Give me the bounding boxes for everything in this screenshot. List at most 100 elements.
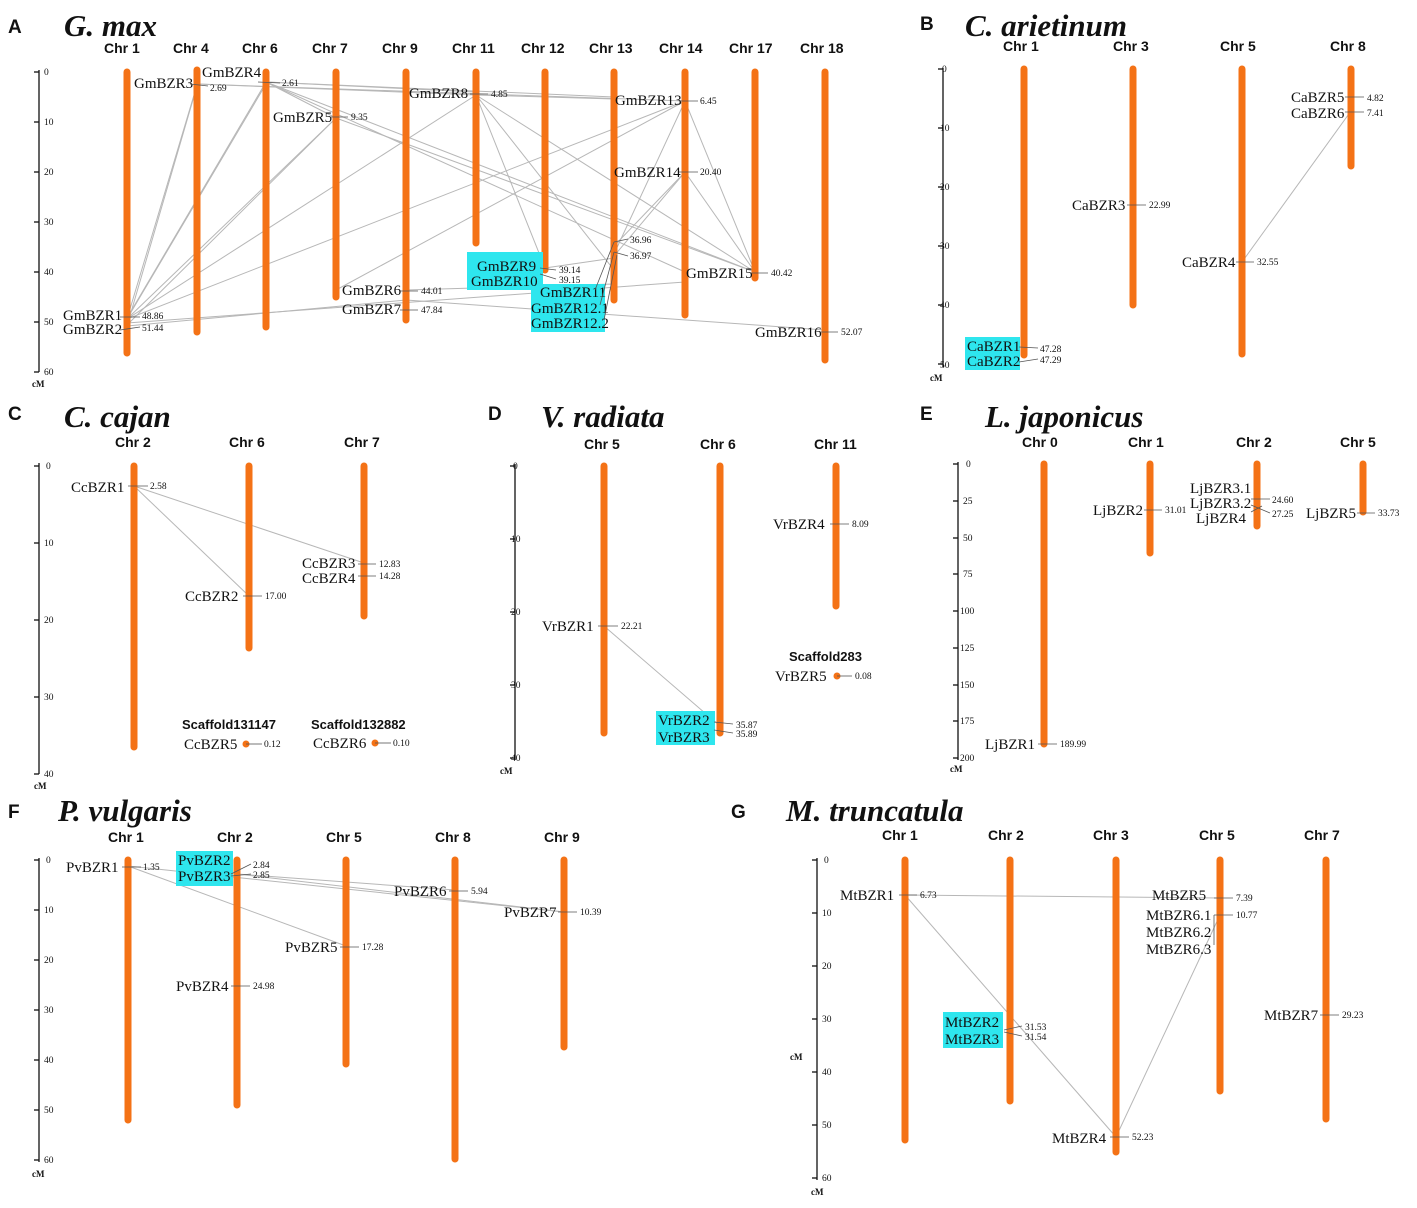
chromosome-label: Chr 3 [1093, 827, 1129, 843]
axis-tick: 0 [46, 856, 51, 866]
gene-label: CcBZR5 [184, 737, 237, 753]
gene-markers: PvBZR1 1.35 PvBZR2 PvBZR3 2.84 2.85 PvBZ… [66, 853, 602, 995]
gene-label: GmBZR11 [540, 285, 606, 301]
gene-label: MtBZR1 [840, 888, 894, 904]
chromosome-label: Chr 7 [344, 434, 380, 450]
gene-position: 39.15 [559, 276, 581, 286]
axis-unit: cM [34, 781, 47, 791]
gene-position: 35.89 [736, 730, 758, 740]
chromosome-label: Chr 2 [1236, 434, 1272, 450]
chromosome-label: Chr 5 [584, 436, 620, 452]
axis-unit: cM [32, 379, 45, 389]
gene-label: GmBZR2 [63, 322, 122, 338]
chromosome-label: Chr 17 [729, 40, 773, 56]
gene-label: GmBZR1 [63, 308, 122, 324]
tandem-highlight [531, 284, 605, 332]
gene-label: VrBZR4 [773, 517, 825, 533]
gene-label: CcBZR4 [302, 571, 356, 587]
gene-position: 7.41 [1367, 109, 1384, 119]
axis-tick: 50 [44, 1106, 54, 1116]
chromosome-label: Chr 5 [1340, 434, 1376, 450]
gene-position: 10.39 [580, 908, 602, 918]
axis-tick: 20 [44, 616, 54, 626]
gene-position: 31.01 [1165, 506, 1187, 516]
chromosome-label: Chr 18 [800, 40, 844, 56]
axis-tick: 0 [942, 65, 947, 75]
gene-label: VrBZR3 [658, 730, 710, 746]
scale-axis: 0 10 20 30 40 50 60 cM [32, 68, 54, 389]
axis-unit: cM [950, 764, 963, 774]
axis-tick: 20 [44, 956, 54, 966]
gene-position: 40.42 [771, 269, 793, 279]
gene-label: LjBZR2 [1093, 503, 1143, 519]
gene-markers: MtBZR1 6.73 MtBZR2 MtBZR3 31.53 31.54 Mt… [840, 888, 1364, 1147]
gene-position: 52.23 [1132, 1133, 1154, 1143]
gene-position: 22.99 [1149, 201, 1171, 211]
axis-tick: 0 [513, 462, 518, 472]
gene-label: MtBZR2 [945, 1015, 999, 1031]
species-title: P. vulgaris [57, 793, 192, 828]
scaffold-label: Scaffold132882 [311, 717, 406, 732]
gene-position: 2.69 [210, 84, 227, 94]
gene-position: 31.54 [1025, 1033, 1047, 1043]
gene-position: 24.98 [253, 982, 275, 992]
axis-tick: 100 [960, 607, 975, 617]
gene-position: 47.84 [421, 306, 443, 316]
gene-label: GmBZR14 [614, 165, 681, 181]
gene-position: 35.87 [736, 721, 758, 731]
gene-position: 0.10 [393, 739, 410, 749]
panel-a: A G. max 0 10 20 30 40 50 60 cM Chr 1 Ch… [8, 8, 863, 389]
axis-tick: 200 [960, 754, 975, 764]
gene-label: CaBZR2 [967, 354, 1020, 370]
gene-position: 17.28 [362, 943, 384, 953]
gene-position: 0.12 [264, 740, 281, 750]
gene-label: VrBZR5 [775, 669, 827, 685]
axis-tick: 40 [44, 770, 54, 780]
axis-tick: 20 [822, 962, 832, 972]
chromosome-label: Chr 11 [814, 436, 857, 452]
gene-position: 29.23 [1342, 1011, 1364, 1021]
gene-label: LjBZR3.1 [1190, 481, 1251, 497]
scaffold-label: Scaffold131147 [182, 717, 276, 732]
axis-tick: 40 [44, 1056, 54, 1066]
scale-axis: 0 10 20 30 40 50 cM [930, 65, 950, 383]
gene-label: GmBZR8 [409, 86, 468, 102]
axis-tick: 10 [44, 539, 54, 549]
chromosome-label: Chr 1 [882, 827, 918, 843]
chromosome-label: Chr 12 [521, 40, 565, 56]
chromosome-label: Chr 5 [1199, 827, 1235, 843]
scale-axis: 0 10 20 30 40 cM [500, 462, 521, 776]
axis-tick: 60 [822, 1174, 832, 1184]
chromosome-label: Chr 1 [1003, 38, 1039, 54]
chromosome-label: Chr 9 [544, 829, 580, 845]
chromosome-label: Chr 7 [312, 40, 348, 56]
gene-label: VrBZR2 [658, 713, 710, 729]
gene-position: 24.60 [1272, 496, 1294, 506]
chromosome-label: Chr 7 [1304, 827, 1340, 843]
gene-label: PvBZR2 [178, 853, 231, 869]
gene-markers: LjBZR1 189.99 LjBZR2 31.01 LjBZR3.1 LjBZ… [985, 481, 1400, 753]
gene-label: GmBZR15 [686, 266, 753, 282]
gene-label: MtBZR4 [1052, 1131, 1107, 1147]
panel-letter: D [488, 404, 502, 425]
gene-label: GmBZR12.2 [531, 316, 609, 332]
chromosome-label: Chr 2 [988, 827, 1024, 843]
panel-f: F P. vulgaris 0 10 20 30 40 50 60 cM Chr… [8, 793, 602, 1179]
gene-label: GmBZR16 [755, 325, 822, 341]
gene-position: 33.73 [1378, 509, 1400, 519]
gene-label: GmBZR3 [134, 76, 193, 92]
gene-label: PvBZR7 [504, 905, 557, 921]
gene-position: 2.84 [253, 861, 270, 871]
axis-tick: 10 [940, 124, 950, 134]
scale-axis: 0 10 20 30 40 50 60 cM [32, 856, 54, 1179]
gene-label: CcBZR3 [302, 556, 355, 572]
gene-position: 2.58 [150, 482, 167, 492]
gene-position: 9.35 [351, 113, 368, 123]
gene-position: 6.73 [920, 891, 937, 901]
gene-position: 36.97 [630, 252, 652, 262]
axis-tick: 40 [940, 301, 950, 311]
chromosome-label: Chr 6 [700, 436, 736, 452]
chromosome-label: Chr 1 [1128, 434, 1164, 450]
gene-markers: CaBZR1 CaBZR2 47.28 47.29 CaBZR3 22.99 C… [967, 90, 1384, 370]
species-title: V. radiata [541, 399, 664, 434]
